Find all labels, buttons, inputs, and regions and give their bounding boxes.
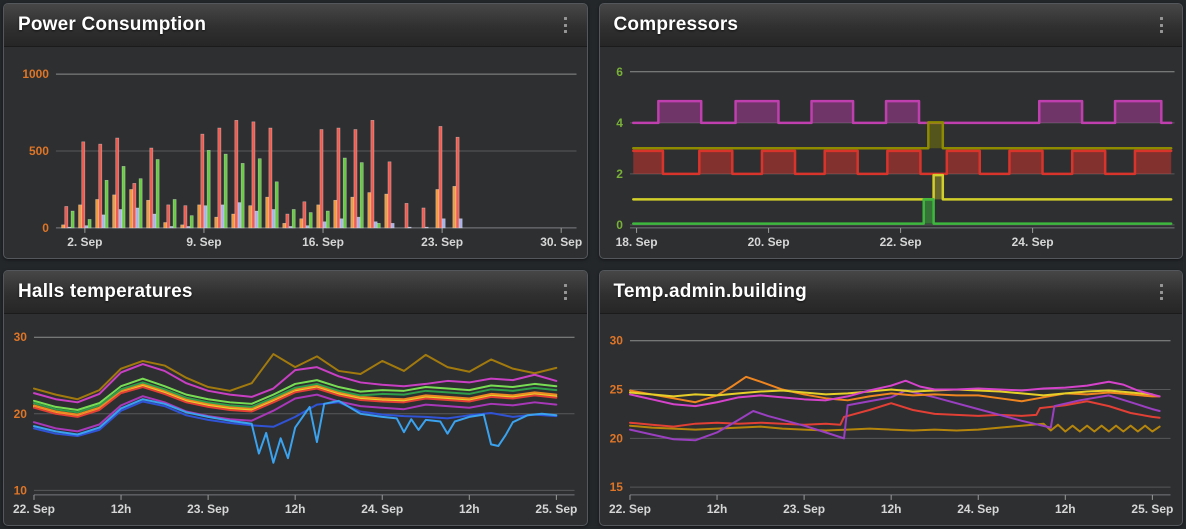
temp-admin-building-chart[interactable]: 15 20 25 30 22. Sep 12h 23. Sep 12h 24. Sep 12h 25… [600, 314, 1183, 525]
svg-text:10: 10 [14, 483, 28, 497]
panel-header: Compressors [599, 4, 1182, 47]
svg-text:22. Sep: 22. Sep [609, 502, 651, 516]
panel-body: 0 2 4 6 18. Sep 20. Sep 22. Sep 24. Sep [600, 47, 1183, 258]
svg-text:12h: 12h [459, 502, 480, 516]
svg-text:0: 0 [42, 221, 49, 235]
svg-text:12h: 12h [285, 502, 306, 516]
kebab-menu-icon[interactable] [1152, 279, 1170, 305]
kebab-menu-icon[interactable] [557, 12, 575, 38]
compressors-chart[interactable]: 0 2 4 6 18. Sep 20. Sep 22. Sep 24. Sep [600, 47, 1183, 258]
svg-text:500: 500 [29, 144, 49, 158]
svg-text:12h: 12h [880, 502, 901, 516]
svg-text:20: 20 [609, 431, 623, 445]
kebab-menu-icon[interactable] [557, 279, 575, 305]
panel-body: 15 20 25 30 22. Sep 12h 23. Sep 12h 24. Sep 12h 25… [600, 314, 1183, 525]
halls-temperatures-chart[interactable]: 10 20 30 22. Sep 12h 23. Sep 12h 24. Sep 12h 25. … [4, 314, 587, 525]
svg-text:23. Sep: 23. Sep [421, 235, 463, 249]
svg-text:9. Sep: 9. Sep [186, 235, 221, 249]
panel-compressors: Compressors 0 2 4 6 18. Sep 20. Sep 22. Sep 24.… [598, 3, 1183, 259]
svg-text:20. Sep: 20. Sep [747, 235, 789, 249]
panel-header: Halls temperatures [4, 271, 587, 314]
kebab-menu-icon[interactable] [1152, 12, 1170, 38]
svg-text:24. Sep: 24. Sep [957, 502, 999, 516]
panel-halls-temperatures: Halls temperatures 10 20 30 22. Sep 12h 23. S… [3, 270, 588, 526]
svg-text:30: 30 [609, 334, 623, 348]
svg-text:18. Sep: 18. Sep [615, 235, 657, 249]
svg-text:12h: 12h [1054, 502, 1075, 516]
svg-text:22. Sep: 22. Sep [879, 235, 921, 249]
svg-text:6: 6 [616, 65, 623, 79]
panel-body: 10 20 30 22. Sep 12h 23. Sep 12h 24. Sep 12h 25. … [4, 314, 587, 525]
svg-text:24. Sep: 24. Sep [1011, 235, 1053, 249]
svg-text:23. Sep: 23. Sep [783, 502, 825, 516]
svg-text:24. Sep: 24. Sep [361, 502, 403, 516]
panel-temp-admin-building: Temp.admin.building 15 20 25 30 22. Sep 12h 23… [598, 270, 1183, 526]
svg-text:22. Sep: 22. Sep [13, 502, 55, 516]
panel-title: Temp.admin.building [613, 281, 807, 302]
panel-body: 0 500 1000 2. Sep 9. Sep 16. Sep 23. Sep 30. Se… [4, 47, 587, 258]
power-consumption-chart[interactable]: 0 500 1000 2. Sep 9. Sep 16. Sep 23. Sep 30. Se… [4, 47, 587, 258]
svg-text:15: 15 [609, 480, 623, 494]
panel-title: Compressors [613, 14, 739, 35]
svg-text:30. Sep: 30. Sep [540, 235, 582, 249]
svg-text:25: 25 [609, 383, 623, 397]
svg-text:1000: 1000 [22, 67, 49, 81]
svg-text:25. Sep: 25. Sep [535, 502, 577, 516]
panel-header: Power Consumption [4, 4, 587, 47]
svg-text:2: 2 [616, 167, 623, 181]
svg-text:4: 4 [616, 116, 623, 130]
panel-header: Temp.admin.building [599, 271, 1182, 314]
svg-text:20: 20 [14, 407, 28, 421]
svg-text:23. Sep: 23. Sep [187, 502, 229, 516]
svg-text:0: 0 [616, 218, 623, 232]
panel-title: Power Consumption [18, 14, 207, 35]
svg-text:30: 30 [14, 330, 28, 344]
svg-text:16. Sep: 16. Sep [302, 235, 344, 249]
svg-text:12h: 12h [111, 502, 132, 516]
svg-text:25. Sep: 25. Sep [1131, 502, 1173, 516]
panel-power-consumption: Power Consumption 0 500 1000 2. Sep 9. Sep 16… [3, 3, 588, 259]
svg-text:12h: 12h [706, 502, 727, 516]
svg-text:2. Sep: 2. Sep [67, 235, 102, 249]
panel-title: Halls temperatures [18, 281, 193, 302]
